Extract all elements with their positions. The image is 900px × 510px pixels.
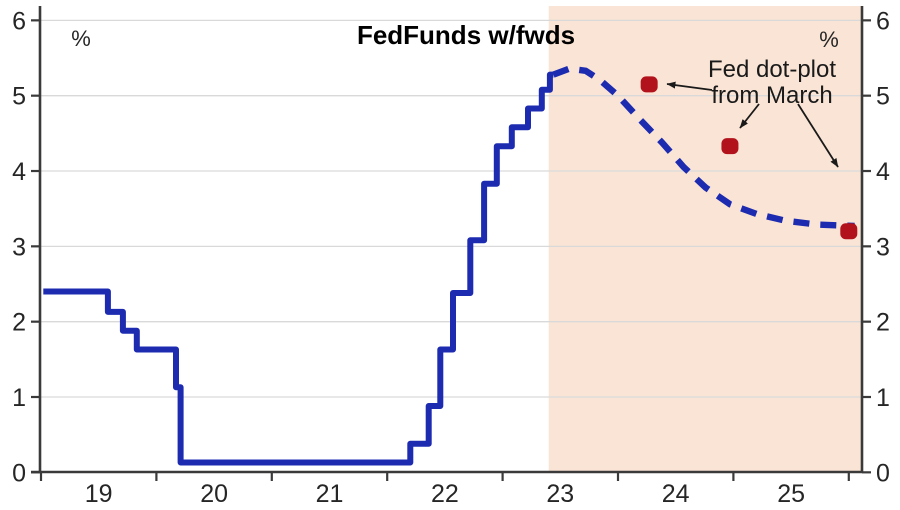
y-axis-label-left: 6 bbox=[12, 7, 26, 35]
fed-dot bbox=[640, 76, 658, 93]
annotation-arrow bbox=[739, 103, 760, 129]
x-axis-label: 20 bbox=[200, 480, 228, 508]
y-axis-label-left: 4 bbox=[12, 158, 26, 186]
annotation-text-line-1: Fed dot-plot bbox=[708, 56, 836, 83]
annotation-text-line-2: from March bbox=[711, 82, 832, 109]
y-axis-labels-right: 0 1 2 3 4 5 6 bbox=[876, 7, 890, 487]
y-axis-label-right: 6 bbox=[876, 7, 890, 35]
x-axis-label: 24 bbox=[662, 480, 690, 508]
fed-dot bbox=[840, 223, 858, 240]
annotation-arrows bbox=[666, 81, 839, 168]
forwards-dashed-line bbox=[552, 65, 855, 230]
x-axis-label: 19 bbox=[85, 480, 113, 508]
percent-unit-label-right: % bbox=[819, 27, 839, 52]
y-axis-label-left: 0 bbox=[12, 459, 26, 487]
annotation-arrow bbox=[797, 103, 839, 168]
y-axis-label-right: 4 bbox=[876, 158, 890, 186]
fed-dot bbox=[721, 138, 739, 155]
axis-ticks bbox=[31, 19, 871, 481]
fedfunds-history-line bbox=[43, 71, 554, 466]
forecast-shaded-region bbox=[548, 6, 862, 472]
chart-title: FedFunds w/fwds bbox=[357, 20, 575, 50]
y-axis-label-right: 3 bbox=[876, 233, 890, 261]
y-axis-label-right: 2 bbox=[876, 309, 890, 337]
percent-unit-label-left: % bbox=[71, 26, 91, 51]
y-axis-labels-left: 0 1 2 3 4 5 6 bbox=[12, 7, 26, 487]
y-axis-label-left: 3 bbox=[12, 233, 26, 261]
x-axis-labels: 19 20 21 22 23 24 25 bbox=[85, 480, 805, 508]
y-axis-label-left: 2 bbox=[12, 309, 26, 337]
y-axis-label-right: 1 bbox=[876, 384, 890, 412]
x-axis-label: 21 bbox=[316, 480, 344, 508]
annotation-arrow bbox=[666, 81, 713, 91]
x-axis-label: 25 bbox=[777, 480, 805, 508]
y-axis-label-left: 1 bbox=[12, 384, 26, 412]
y-axis-label-left: 5 bbox=[12, 83, 26, 111]
y-axis-label-right: 5 bbox=[876, 83, 890, 111]
y-axis-label-right: 0 bbox=[876, 459, 890, 487]
fed-dotplot-dots bbox=[640, 76, 858, 240]
x-axis-label: 23 bbox=[546, 480, 574, 508]
axes bbox=[31, 6, 864, 474]
x-axis-label: 22 bbox=[431, 480, 459, 508]
